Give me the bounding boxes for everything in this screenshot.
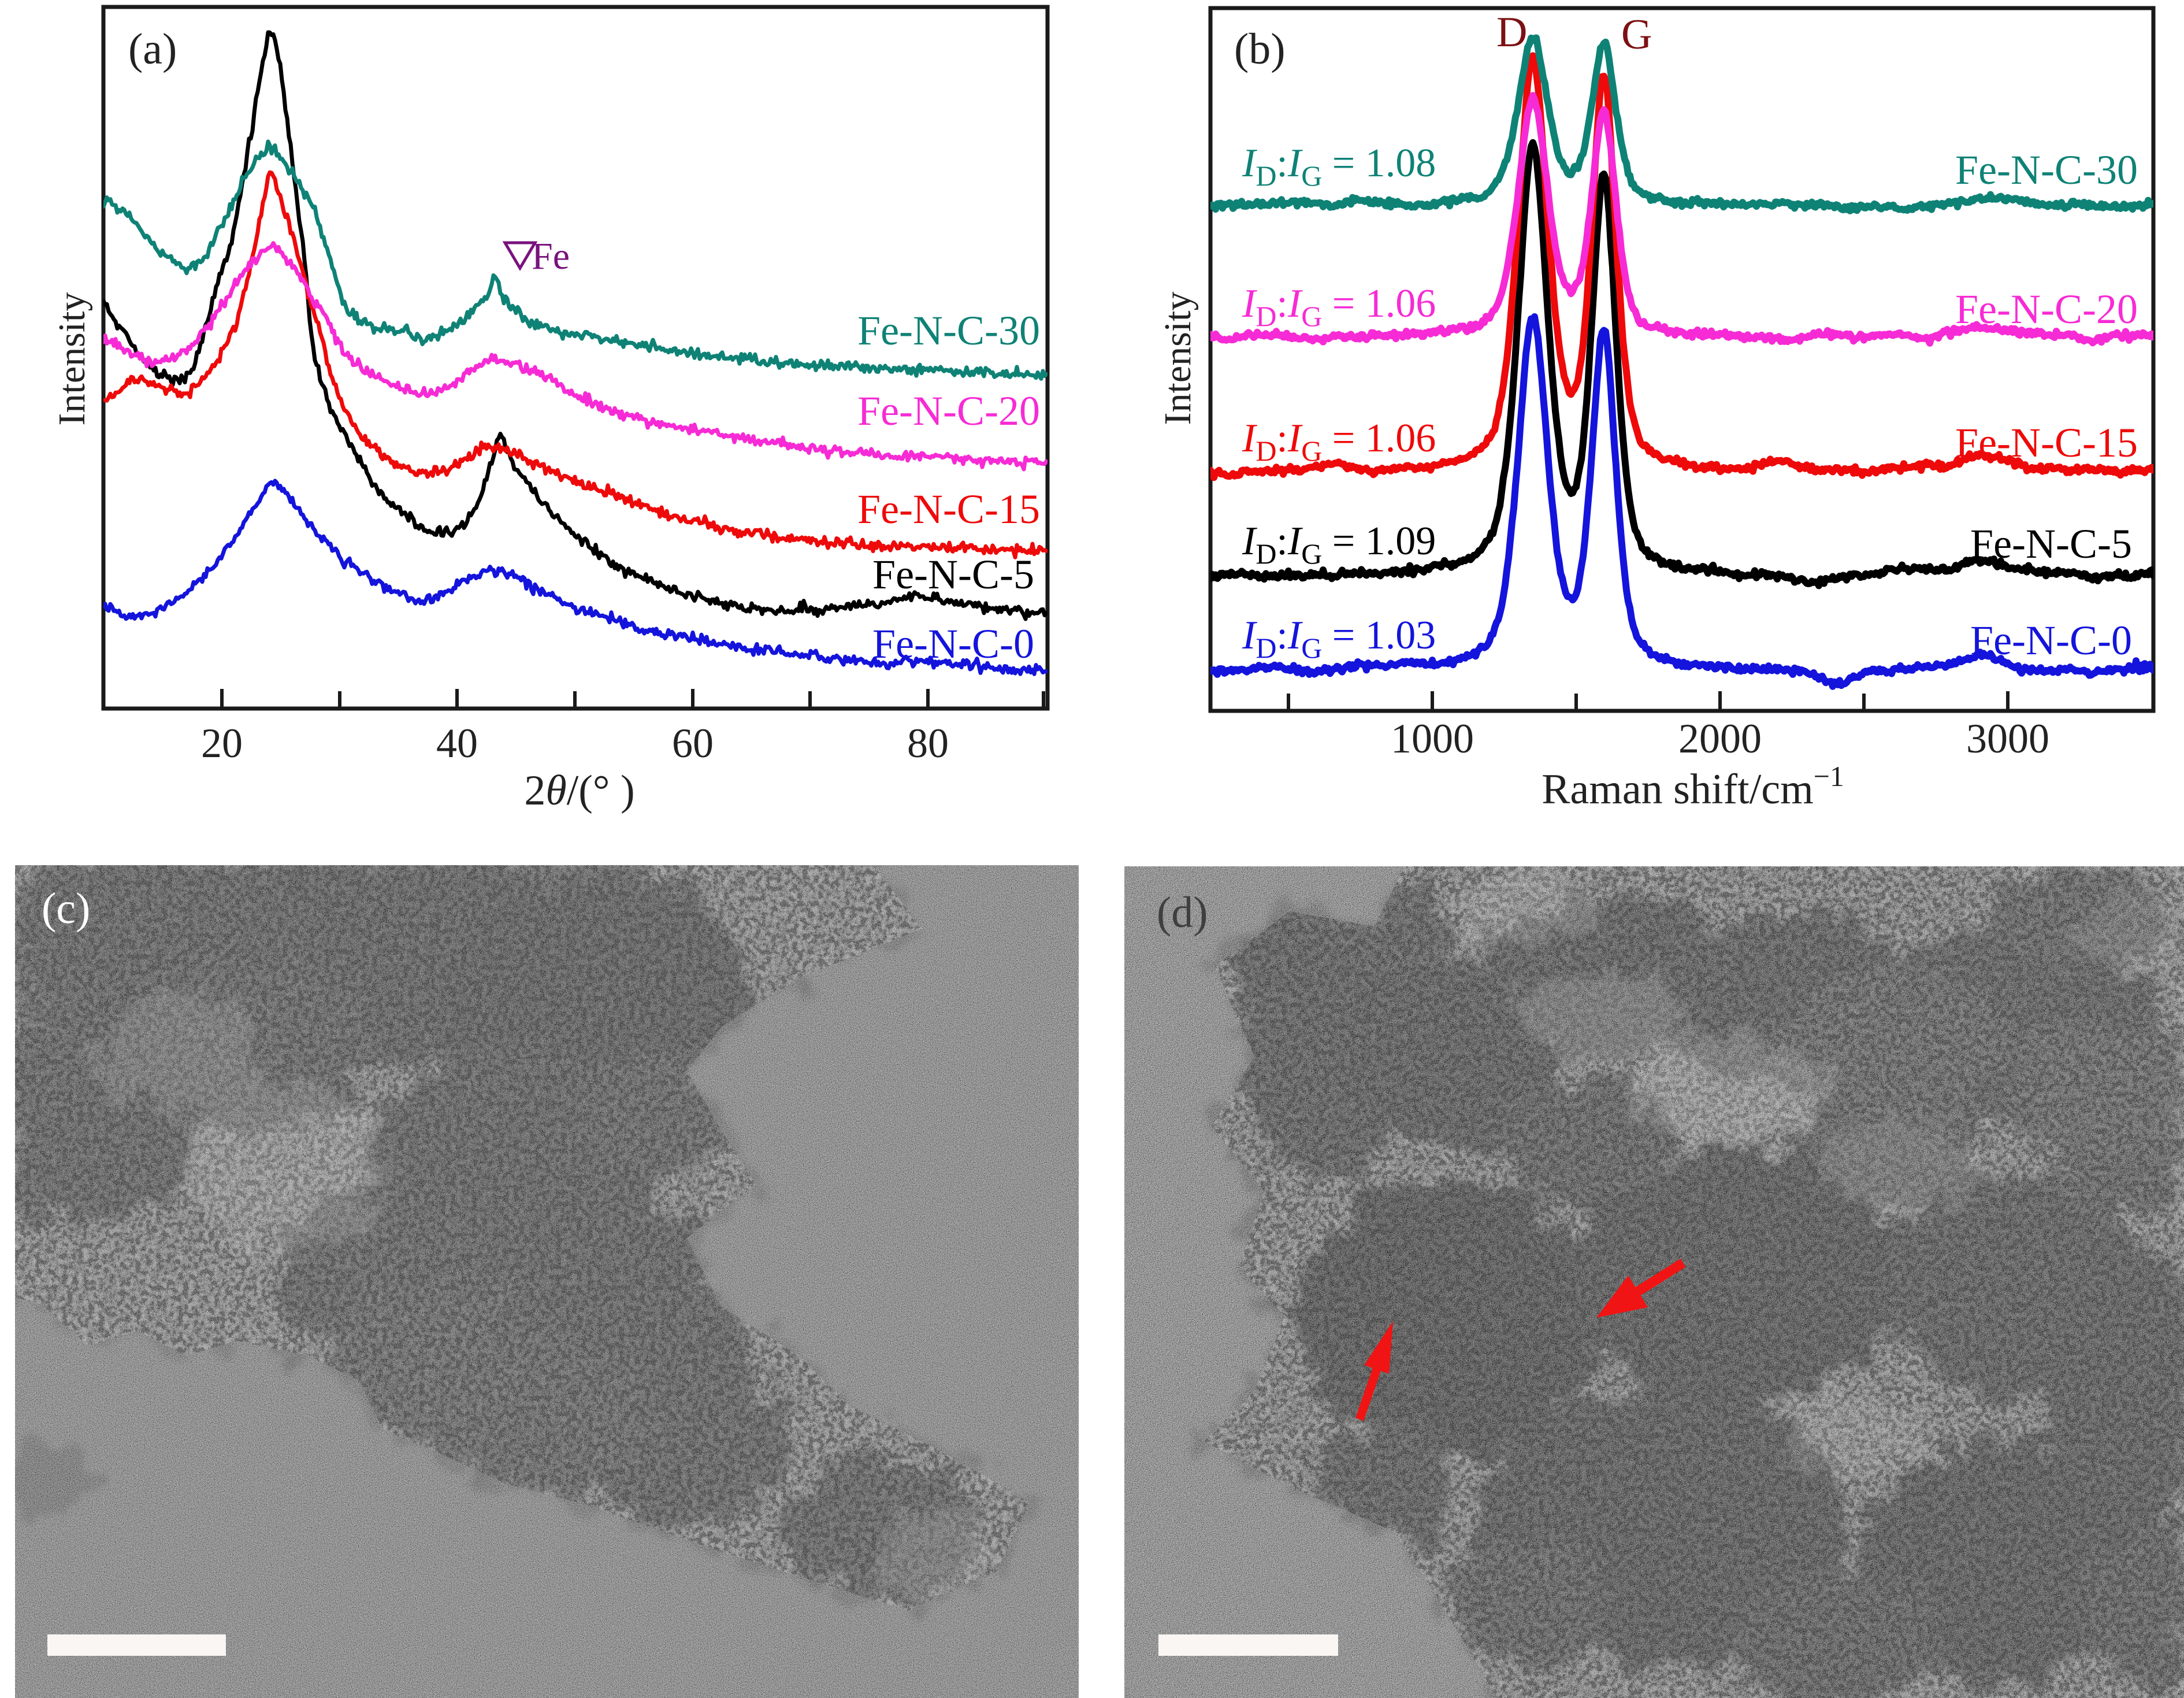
svg-text:Intensity: Intensity — [1157, 292, 1199, 425]
svg-text:Fe-N-C-30: Fe-N-C-30 — [857, 307, 1040, 354]
svg-text:Raman shift/cm−1: Raman shift/cm−1 — [1542, 760, 1844, 813]
svg-text:ID:IG = 1.06: ID:IG = 1.06 — [1242, 416, 1436, 467]
svg-text:3000: 3000 — [1966, 715, 2049, 762]
svg-text:1000: 1000 — [1391, 715, 1474, 762]
svg-text:40: 40 — [436, 720, 478, 766]
svg-text:80: 80 — [907, 720, 949, 766]
svg-text:Fe-N-C-15: Fe-N-C-15 — [1955, 420, 2138, 466]
svg-text:Fe-N-C-5: Fe-N-C-5 — [872, 551, 1034, 598]
svg-text:Fe-N-C-0: Fe-N-C-0 — [1970, 617, 2132, 663]
svg-text:Fe-N-C-5: Fe-N-C-5 — [1970, 521, 2132, 567]
svg-text:ID:IG = 1.09: ID:IG = 1.09 — [1242, 519, 1436, 570]
svg-text:D: D — [1496, 9, 1527, 56]
svg-text:60: 60 — [672, 720, 714, 766]
svg-text:(a): (a) — [128, 25, 177, 73]
svg-text:Fe-N-C-15: Fe-N-C-15 — [857, 486, 1040, 532]
svg-text:20: 20 — [201, 720, 243, 766]
svg-text:Fe: Fe — [532, 235, 570, 277]
svg-text:Fe-N-C-20: Fe-N-C-20 — [857, 388, 1040, 434]
svg-text:Fe-N-C-20: Fe-N-C-20 — [1955, 286, 2138, 332]
svg-text:ID:IG = 1.08: ID:IG = 1.08 — [1242, 141, 1436, 192]
svg-text:Fe-N-C-0: Fe-N-C-0 — [872, 621, 1034, 667]
svg-text:(d): (d) — [1157, 888, 1208, 937]
svg-text:(b): (b) — [1234, 25, 1286, 73]
svg-text:G: G — [1621, 11, 1652, 58]
svg-text:2000: 2000 — [1678, 715, 1762, 762]
svg-text:ID:IG = 1.06: ID:IG = 1.06 — [1242, 281, 1436, 332]
svg-text:(c): (c) — [42, 884, 90, 933]
svg-text:Fe-N-C-30: Fe-N-C-30 — [1955, 147, 2138, 193]
svg-text:2θ/(° ): 2θ/(° ) — [524, 767, 634, 814]
svg-text:ID:IG = 1.03: ID:IG = 1.03 — [1242, 613, 1436, 664]
svg-text:Intensity: Intensity — [51, 292, 93, 426]
